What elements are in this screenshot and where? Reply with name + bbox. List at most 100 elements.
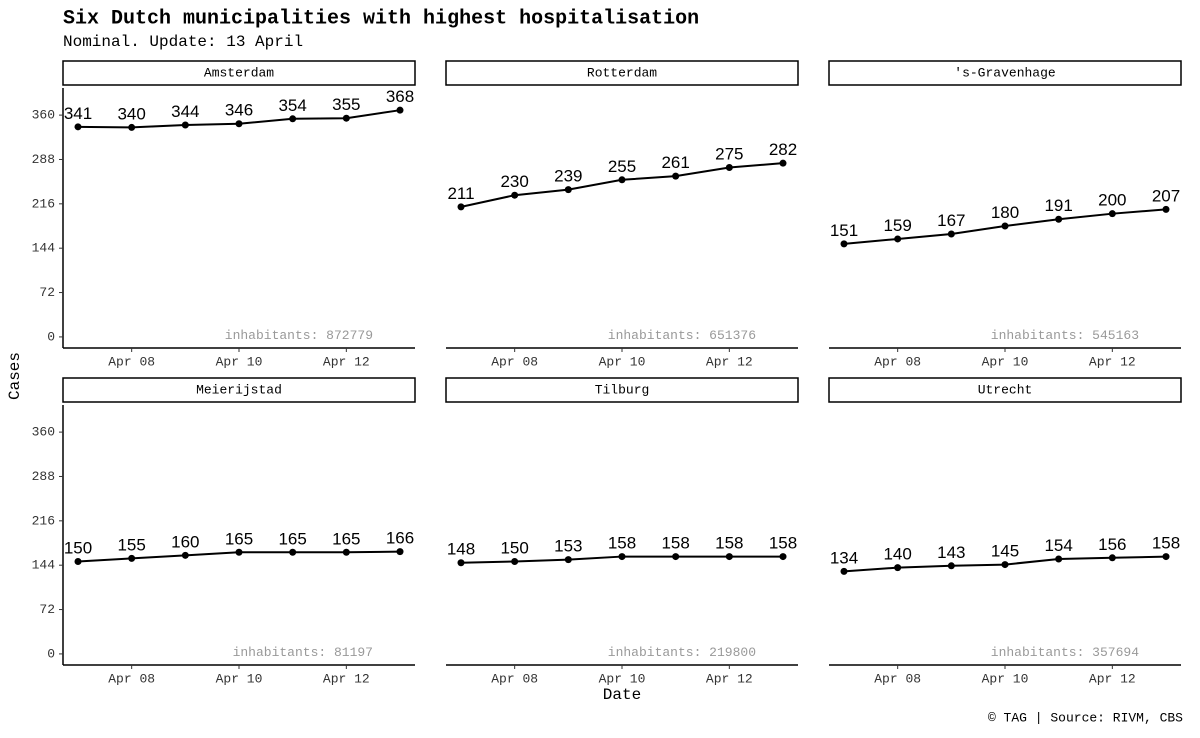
data-label: 134	[830, 548, 858, 567]
y-tick-label: 360	[32, 108, 55, 123]
data-label: 165	[278, 529, 306, 548]
data-point	[947, 562, 955, 570]
data-point	[396, 548, 404, 556]
data-point	[947, 230, 955, 238]
data-label: 275	[715, 144, 743, 163]
data-point	[128, 554, 136, 562]
data-point	[564, 556, 572, 564]
y-tick-label: 360	[32, 425, 55, 440]
data-label: 180	[991, 203, 1019, 222]
x-tick-label: Apr 10	[216, 354, 263, 369]
y-tick-label: 72	[39, 285, 55, 300]
data-point	[181, 121, 189, 129]
data-point	[235, 548, 243, 556]
data-point	[894, 235, 902, 243]
data-point	[1162, 205, 1170, 213]
x-tick-label: Apr 12	[323, 671, 370, 686]
caption: © TAG | Source: RIVM, CBS	[988, 710, 1183, 725]
data-label: 368	[386, 87, 414, 106]
data-point	[74, 123, 82, 131]
data-label: 282	[769, 140, 797, 159]
data-label: 155	[117, 535, 145, 554]
y-tick-label: 216	[32, 196, 55, 211]
data-label: 354	[278, 96, 306, 115]
data-label: 341	[64, 104, 92, 123]
strip	[828, 60, 1182, 86]
x-tick-label: Apr 10	[982, 354, 1029, 369]
data-label: 165	[332, 529, 360, 548]
data-label: 159	[883, 216, 911, 235]
data-point	[1001, 222, 1009, 230]
annotation: inhabitants: 545163	[991, 328, 1139, 343]
annotation: inhabitants: 81197	[233, 645, 373, 660]
annotation: inhabitants: 357694	[991, 645, 1139, 660]
strip	[62, 377, 416, 403]
data-label: 153	[554, 537, 582, 556]
data-point	[1108, 210, 1116, 218]
data-label: 346	[225, 101, 253, 120]
data-point	[511, 557, 519, 565]
data-label: 158	[661, 534, 689, 553]
y-tick-label: 144	[32, 558, 56, 573]
panel-title: 's-Gravenhage	[954, 65, 1055, 80]
data-point	[779, 553, 787, 561]
y-tick-label: 0	[47, 646, 55, 661]
strip	[62, 60, 416, 86]
data-label: 239	[554, 167, 582, 186]
data-label: 355	[332, 95, 360, 114]
data-point	[342, 114, 350, 122]
data-label: 160	[171, 532, 199, 551]
data-point	[1108, 554, 1116, 562]
data-point	[342, 548, 350, 556]
y-tick-label: 288	[32, 469, 55, 484]
data-point	[1055, 555, 1063, 563]
x-tick-label: Apr 10	[216, 671, 263, 686]
data-point	[618, 176, 626, 184]
annotation: inhabitants: 651376	[608, 328, 756, 343]
chart-subtitle: Nominal. Update: 13 April	[63, 33, 303, 51]
data-label: 158	[1152, 534, 1180, 553]
data-point	[1162, 553, 1170, 561]
x-tick-label: Apr 08	[874, 671, 921, 686]
data-point	[672, 172, 680, 180]
strip	[828, 377, 1182, 403]
data-label: 150	[64, 538, 92, 557]
data-point	[725, 163, 733, 171]
data-label: 154	[1044, 536, 1072, 555]
data-label: 340	[117, 104, 145, 123]
x-tick-label: Apr 08	[491, 671, 538, 686]
data-point	[511, 191, 519, 199]
chart-title: Six Dutch municipalities with highest ho…	[63, 7, 699, 30]
data-point	[457, 203, 465, 211]
y-tick-label: 288	[32, 152, 55, 167]
data-point	[457, 559, 465, 567]
strip	[445, 377, 799, 403]
data-label: 166	[386, 529, 414, 548]
x-axis-label: Date	[603, 686, 641, 704]
y-tick-label: 216	[32, 513, 55, 528]
data-point	[840, 240, 848, 248]
data-point	[725, 553, 733, 561]
data-label: 344	[171, 102, 199, 121]
panel-title: Meierijstad	[196, 382, 282, 397]
x-tick-label: Apr 12	[1089, 671, 1136, 686]
data-point	[894, 564, 902, 572]
data-point	[618, 553, 626, 561]
x-tick-label: Apr 10	[599, 354, 646, 369]
data-label: 165	[225, 529, 253, 548]
data-label: 167	[937, 211, 965, 230]
data-point	[564, 186, 572, 194]
data-point	[235, 120, 243, 128]
annotation: inhabitants: 872779	[225, 328, 373, 343]
x-tick-label: Apr 08	[108, 354, 155, 369]
data-point	[396, 106, 404, 114]
data-label: 151	[830, 221, 858, 240]
x-tick-label: Apr 08	[108, 671, 155, 686]
y-tick-label: 0	[47, 329, 55, 344]
annotation: inhabitants: 219800	[608, 645, 756, 660]
data-point	[289, 115, 297, 123]
x-tick-label: Apr 12	[706, 671, 753, 686]
x-tick-label: Apr 10	[599, 671, 646, 686]
panel-title: Tilburg	[595, 382, 650, 397]
